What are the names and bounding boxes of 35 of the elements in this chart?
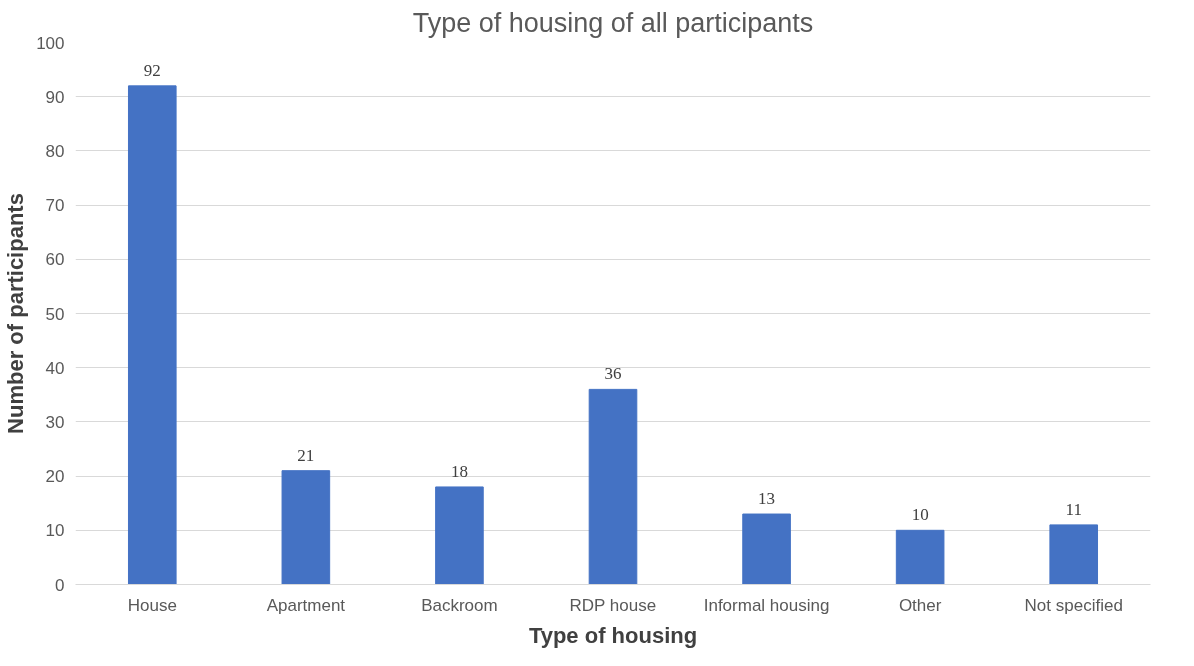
x-tick-label: RDP house: [569, 595, 657, 615]
bar: [588, 388, 638, 585]
y-tick-label: 40: [45, 358, 65, 378]
x-tick-label: Not specified: [1024, 595, 1123, 615]
y-tick-label: 0: [55, 575, 65, 595]
y-tick-label: 100: [36, 33, 65, 53]
x-tick-label: House: [127, 595, 177, 615]
data-label: 11: [1065, 499, 1082, 519]
y-tick-label: 90: [45, 87, 65, 107]
bar: [1049, 524, 1099, 585]
chart-title: Type of housing of all participants: [412, 7, 814, 38]
y-tick-label: 10: [45, 521, 65, 541]
data-label: 21: [297, 445, 315, 465]
bar: [127, 85, 177, 585]
bar: [895, 529, 945, 585]
y-tick-label: 50: [45, 304, 65, 324]
y-tick-label: 20: [45, 467, 65, 487]
x-tick-label: Informal housing: [703, 595, 830, 615]
y-tick-label: 60: [45, 250, 65, 270]
x-tick-label: Backroom: [421, 595, 498, 615]
bar: [435, 486, 484, 585]
data-label: 18: [450, 461, 468, 481]
data-label: 36: [604, 364, 622, 384]
y-tick-label: 30: [45, 412, 65, 432]
x-axis-title: Type of housing: [528, 622, 698, 648]
data-label: 13: [758, 489, 776, 509]
data-label: 10: [911, 505, 929, 525]
y-axis-title: Number of participants: [3, 193, 29, 434]
y-tick-label: 70: [45, 196, 65, 216]
bar: [742, 513, 791, 585]
x-tick-label: Apartment: [266, 595, 346, 615]
bar: [281, 470, 331, 585]
data-label: 92: [143, 60, 161, 80]
y-tick-label: 80: [45, 141, 65, 161]
x-tick-label: Other: [898, 595, 942, 615]
